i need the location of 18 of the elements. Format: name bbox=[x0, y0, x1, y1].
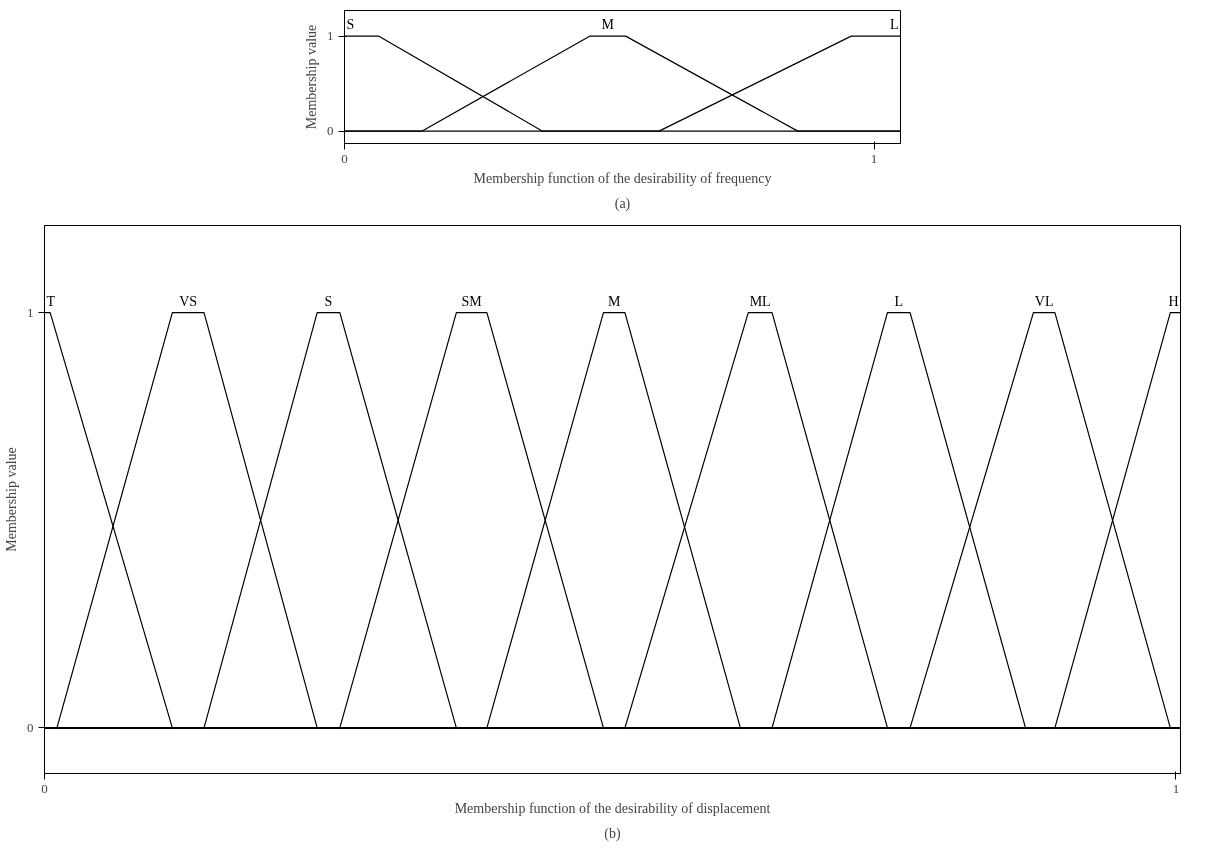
series-label: ML bbox=[749, 293, 771, 309]
series-label: H bbox=[1168, 293, 1179, 309]
text: (a) bbox=[614, 195, 631, 212]
series-label: M bbox=[607, 293, 621, 309]
y-axis-title: Membership value bbox=[4, 447, 19, 552]
y-axis-title: Membership value bbox=[304, 24, 319, 130]
x-axis-title: Membership function of the desirability of frequency bbox=[473, 170, 772, 186]
series-label: S bbox=[324, 293, 333, 309]
x-axis-title: Membership function of the desirability of displacement bbox=[454, 800, 771, 816]
series-label: S bbox=[346, 17, 355, 33]
series-label: VS bbox=[179, 293, 198, 309]
series-label: M bbox=[601, 17, 615, 33]
text: (b) bbox=[604, 825, 621, 842]
series-label: VL bbox=[1034, 293, 1054, 309]
series-label: L bbox=[894, 293, 904, 309]
series-label: L bbox=[889, 17, 899, 33]
series-label: SM bbox=[461, 293, 483, 309]
series-label: T bbox=[46, 293, 56, 309]
